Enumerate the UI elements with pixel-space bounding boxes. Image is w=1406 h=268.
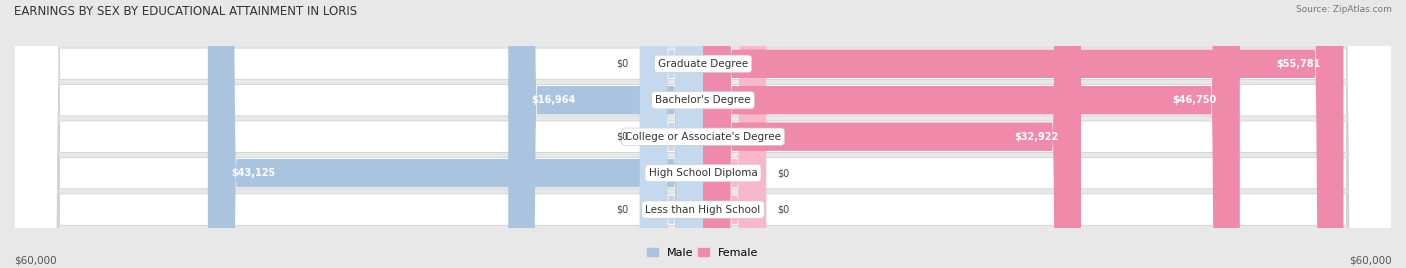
Text: $0: $0 — [778, 168, 790, 178]
Text: $43,125: $43,125 — [231, 168, 276, 178]
FancyBboxPatch shape — [14, 0, 1392, 268]
Text: $0: $0 — [616, 59, 628, 69]
Text: $46,750: $46,750 — [1173, 95, 1216, 105]
Text: $60,000: $60,000 — [1350, 255, 1392, 265]
Text: College or Associate's Degree: College or Associate's Degree — [626, 132, 780, 142]
Text: $0: $0 — [616, 204, 628, 215]
FancyBboxPatch shape — [14, 0, 1392, 268]
Text: Graduate Degree: Graduate Degree — [658, 59, 748, 69]
FancyBboxPatch shape — [14, 0, 1392, 268]
Text: $60,000: $60,000 — [14, 255, 56, 265]
Text: $55,781: $55,781 — [1277, 59, 1320, 69]
Text: Less than High School: Less than High School — [645, 204, 761, 215]
FancyBboxPatch shape — [703, 0, 1240, 268]
Text: Source: ZipAtlas.com: Source: ZipAtlas.com — [1296, 5, 1392, 14]
FancyBboxPatch shape — [14, 0, 1392, 268]
FancyBboxPatch shape — [703, 0, 1344, 268]
FancyBboxPatch shape — [640, 0, 703, 268]
FancyBboxPatch shape — [703, 0, 766, 268]
Text: EARNINGS BY SEX BY EDUCATIONAL ATTAINMENT IN LORIS: EARNINGS BY SEX BY EDUCATIONAL ATTAINMEN… — [14, 5, 357, 18]
FancyBboxPatch shape — [640, 0, 703, 268]
Legend: Male, Female: Male, Female — [643, 243, 763, 262]
Text: $0: $0 — [778, 204, 790, 215]
Text: $0: $0 — [616, 132, 628, 142]
Text: $32,922: $32,922 — [1014, 132, 1059, 142]
FancyBboxPatch shape — [703, 0, 766, 268]
FancyBboxPatch shape — [703, 0, 1081, 268]
FancyBboxPatch shape — [640, 0, 703, 268]
FancyBboxPatch shape — [14, 0, 1392, 268]
Text: Bachelor's Degree: Bachelor's Degree — [655, 95, 751, 105]
FancyBboxPatch shape — [208, 0, 703, 268]
Text: $16,964: $16,964 — [531, 95, 575, 105]
Text: High School Diploma: High School Diploma — [648, 168, 758, 178]
FancyBboxPatch shape — [508, 0, 703, 268]
